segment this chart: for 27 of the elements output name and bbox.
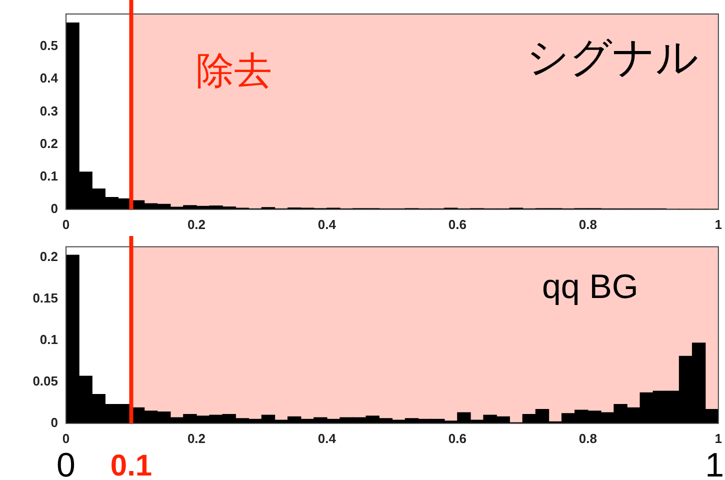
y-tick-label: 0 (50, 414, 58, 430)
x-tick-label: 0.2 (187, 430, 206, 446)
y-tick-label: 0 (50, 200, 58, 216)
y-tick-label: 0.2 (40, 249, 58, 264)
x-tick-label: 0.4 (318, 216, 337, 232)
y-tick-label: 0.15 (32, 290, 58, 306)
y-tick-label: 0.5 (40, 38, 58, 54)
y-tick-label: 0.1 (40, 168, 58, 184)
x-tick-label: 0.4 (318, 430, 337, 446)
x-tick-label: 0 (62, 216, 70, 232)
x-tick-label: 0 (62, 430, 70, 446)
y-tick-label: 0.1 (40, 332, 58, 348)
annotation: qq BG (542, 268, 638, 306)
x-tick-label: 0.2 (187, 216, 206, 232)
x-tick-label: 1 (714, 430, 722, 446)
x-tick-label: 0.6 (448, 430, 466, 446)
x-tick-label: 0.6 (448, 216, 466, 232)
ref-line-label: 0.1 (110, 449, 152, 480)
annotation: シグナル (526, 34, 698, 81)
y-tick-label: 0.2 (40, 136, 58, 151)
x-tick-label: 0.8 (578, 216, 597, 232)
x-tick-label: 0.8 (578, 430, 597, 446)
band-label: 除去 (196, 50, 272, 92)
y-tick-label: 0.3 (40, 103, 58, 118)
y-tick-label: 0.05 (32, 374, 58, 389)
y-tick-label: 0.4 (40, 70, 59, 86)
x-tick-label: 1 (714, 216, 722, 232)
